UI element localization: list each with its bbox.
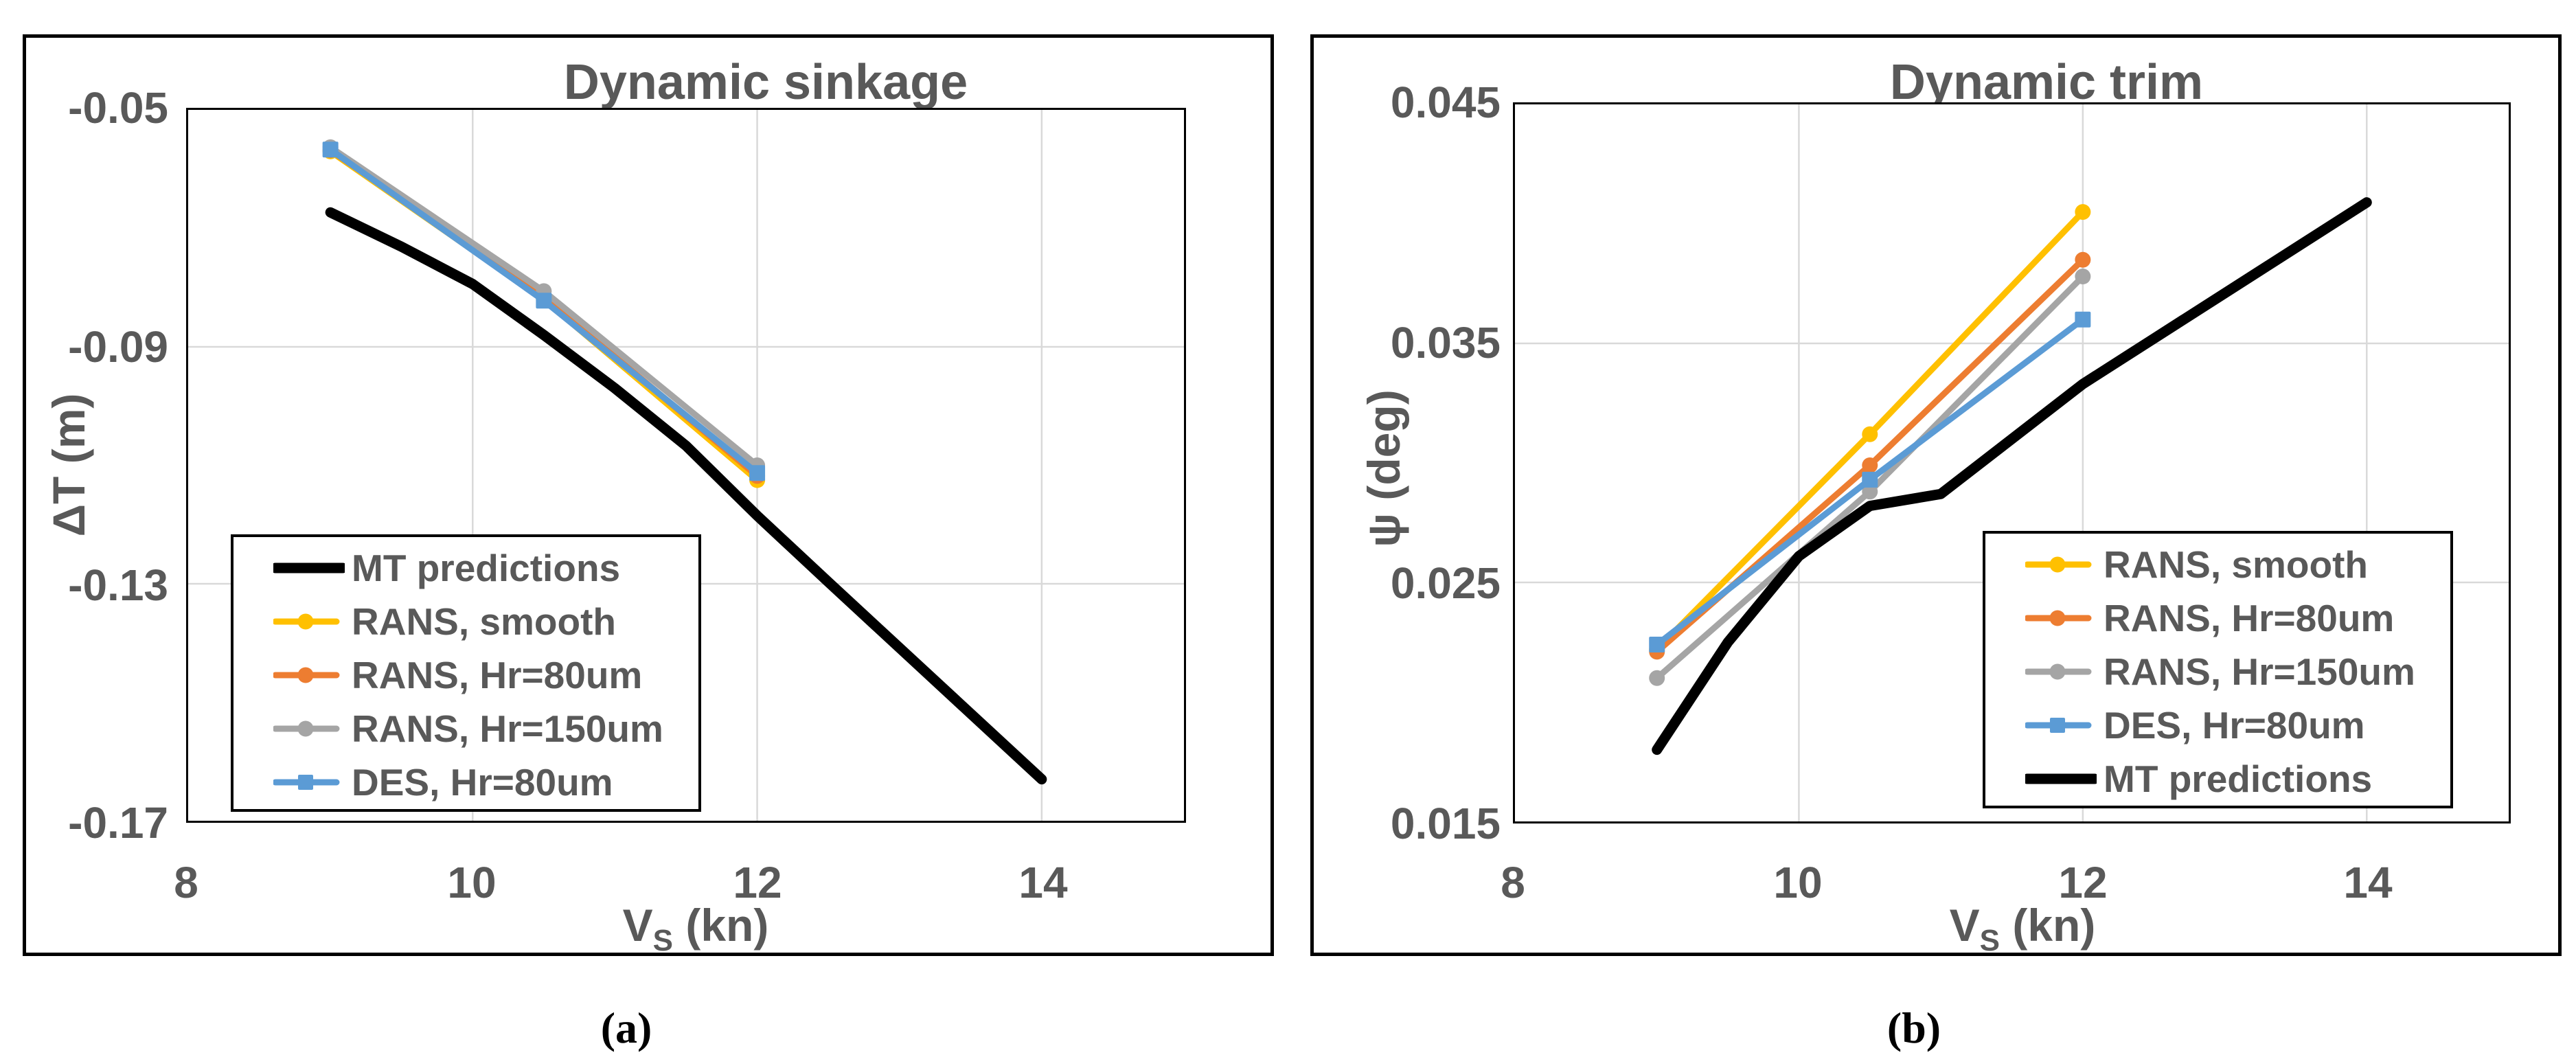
data-point-des-hr-80um	[1862, 471, 1878, 488]
legend-label: RANS, Hr=150um	[2104, 650, 2415, 693]
legend-label: DES, Hr=80um	[352, 761, 613, 804]
series-line-des-hr-80um	[327, 146, 761, 477]
x-tick-label: 14	[1018, 858, 1068, 907]
x-tick-label: 14	[2343, 858, 2393, 907]
legend-item-rans-smooth: RANS, smooth	[233, 595, 698, 648]
data-point-rans-hr-80um	[1862, 457, 1878, 473]
x-tick-label: 8	[1501, 858, 1525, 907]
x-tick-label: 10	[447, 858, 497, 907]
x-tick-label: 8	[174, 858, 198, 907]
chart-b-plot-canvas	[1515, 104, 2509, 821]
y-tick-label: 0.035	[1390, 318, 1501, 367]
legend-item-mt-predictions: MT predictions	[1985, 752, 2450, 806]
legend-label: DES, Hr=80um	[2104, 704, 2365, 747]
x-axis-label-unit: (kn)	[673, 900, 769, 951]
legend-key-des-hr-80um	[273, 775, 340, 790]
y-tick-label: -0.09	[68, 322, 168, 372]
data-point-rans-smooth	[1862, 426, 1878, 442]
data-point-des-hr-80um	[749, 465, 766, 481]
chart-a-legend: MT predictions RANS, smooth RANS, Hr=80um R…	[231, 534, 701, 812]
legend-label: MT predictions	[2104, 758, 2373, 800]
x-tick-label: 12	[2058, 858, 2108, 907]
legend-key-rans-smooth	[273, 613, 340, 630]
legend-label: MT predictions	[352, 547, 621, 589]
x-axis-label-sub: S	[1979, 924, 2001, 958]
caption-a: (a)	[600, 1003, 652, 1052]
chart-a-x-axis-label: VS (kn)	[517, 898, 874, 968]
data-point-rans-smooth	[2075, 204, 2091, 220]
legend-key-des-hr-80um	[2025, 718, 2092, 733]
x-tick-label: 12	[733, 858, 782, 907]
caption-b: (b)	[1887, 1003, 1941, 1052]
legend-item-des-hr-80um: DES, Hr=80um	[233, 755, 698, 809]
x-axis-label-unit: (kn)	[2000, 900, 2096, 951]
legend-label: RANS, smooth	[352, 600, 616, 643]
data-point-rans-hr-80um	[2075, 251, 2091, 268]
series-line-rans-smooth	[327, 148, 761, 484]
legend-key-rans-hr-150um	[2025, 663, 2092, 680]
x-tick-label: 10	[1773, 858, 1823, 907]
legend-label: RANS, smooth	[2104, 543, 2368, 586]
data-point-des-hr-80um	[536, 293, 552, 309]
y-tick-label: 0.045	[1390, 78, 1501, 127]
series-line-mt-predictions	[1652, 197, 2372, 755]
data-point-des-hr-80um	[2075, 311, 2091, 328]
x-axis-label-base: V	[1949, 900, 1980, 951]
chart-b-x-axis-label: VS (kn)	[1844, 898, 2201, 968]
legend-item-mt-predictions: MT predictions	[233, 541, 698, 595]
legend-item-rans-hr-150um: RANS, Hr=150um	[1985, 645, 2450, 698]
legend-label: RANS, Hr=80um	[352, 654, 643, 696]
chart-a-plot-canvas	[188, 110, 1184, 821]
data-point-des-hr-80um	[322, 141, 339, 158]
y-tick-label: 0.015	[1390, 799, 1501, 848]
legend-key-rans-smooth	[2025, 556, 2092, 573]
chart-a-title: Dynamic sinkage	[563, 55, 968, 110]
legend-item-des-hr-80um: DES, Hr=80um	[1985, 698, 2450, 752]
legend-label: RANS, Hr=150um	[352, 707, 663, 750]
legend-item-rans-smooth: RANS, smooth	[1985, 538, 2450, 591]
data-point-des-hr-80um	[1649, 636, 1665, 652]
legend-key-mt-predictions	[2025, 773, 2097, 784]
legend-label: RANS, Hr=80um	[2104, 597, 2395, 639]
chart-b-legend: RANS, smooth RANS, Hr=80um RANS, Hr=150um D…	[1983, 531, 2453, 808]
y-tick-label: -0.17	[68, 798, 168, 848]
y-tick-label: 0.025	[1390, 558, 1501, 608]
legend-key-mt-predictions	[273, 562, 345, 573]
data-point-rans-hr-150um	[1649, 670, 1665, 686]
legend-key-rans-hr-150um	[273, 720, 340, 737]
y-tick-label: -0.13	[68, 560, 168, 610]
legend-item-rans-hr-80um: RANS, Hr=80um	[233, 648, 698, 702]
legend-key-rans-hr-80um	[2025, 610, 2092, 626]
y-tick-label: -0.05	[68, 83, 168, 133]
chart-b-title: Dynamic trim	[1889, 55, 2204, 110]
series-line-mt-predictions	[325, 207, 1047, 785]
legend-item-rans-hr-150um: RANS, Hr=150um	[233, 702, 698, 755]
legend-item-rans-hr-80um: RANS, Hr=80um	[1985, 591, 2450, 645]
data-point-rans-hr-150um	[2075, 269, 2091, 285]
legend-key-rans-hr-80um	[273, 667, 340, 683]
x-axis-label-base: V	[622, 900, 653, 951]
x-axis-label-sub: S	[652, 924, 674, 958]
data-point-rans-hr-150um	[1862, 484, 1878, 500]
